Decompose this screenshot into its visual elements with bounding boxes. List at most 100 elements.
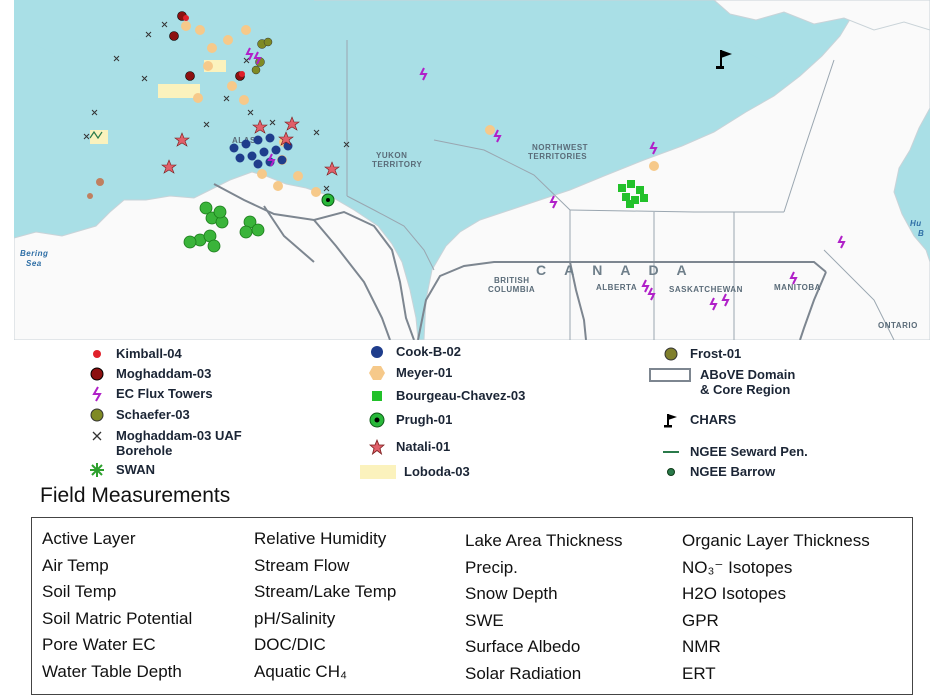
measurement-item: Aquatic CH₄: [254, 661, 347, 681]
legend-label: Frost-01: [690, 346, 742, 361]
label-ontario: ONTARIO: [878, 321, 918, 330]
label-manitoba: MANITOBA: [774, 283, 821, 292]
measurement-item: SWE: [465, 610, 504, 630]
measurement-item: Stream/Lake Temp: [254, 582, 397, 601]
legend-ngee-seward: NGEE Seward Pen.: [660, 444, 808, 462]
red-dot-icon: [86, 346, 108, 362]
bourgeau-sites: [618, 180, 648, 208]
uaf-borehole-sites: [83, 21, 350, 192]
measurement-item: Water Table Depth: [42, 661, 182, 681]
legend-uaf-borehole: Moghaddam-03 UAF Borehole: [86, 428, 242, 462]
label-alberta: ALBERTA: [596, 283, 637, 292]
legend-label: Meyer-01: [396, 365, 453, 380]
label-nwt: NORTHWEST TERRITORIES: [528, 143, 588, 161]
measurement-item: Soil Matric Potential: [42, 608, 193, 628]
measurement-item: Relative Humidity: [254, 529, 387, 548]
field-measurements-box: Active Layer Air Temp Soil Temp Soil Mat…: [31, 517, 913, 695]
legend-label: EC Flux Towers: [116, 386, 213, 401]
label-saskatchewan: SASKATCHEWAN: [669, 285, 743, 294]
green-line-icon: [660, 444, 682, 460]
kimball-sites: [183, 15, 245, 77]
political-borders: [346, 40, 895, 340]
measurement-item: Solar Radiation: [465, 663, 582, 683]
x-mark-icon: [86, 428, 108, 444]
label-hudson-bay: Hu B: [910, 219, 924, 238]
legend-label: CHARS: [690, 412, 737, 427]
measurement-item: pH/Salinity: [254, 608, 336, 628]
legend-kimball: Kimball-04: [86, 346, 182, 364]
legend-ngee-barrow: NGEE Barrow: [660, 464, 775, 482]
legend-label: Moghaddam-03: [116, 366, 212, 381]
ec-flux-sites: [245, 47, 846, 311]
measurement-item: NO₃⁻ Isotopes: [682, 557, 793, 577]
legend-meyer: Meyer-01: [366, 365, 452, 383]
label-bc: BRITISH COLUMBIA: [488, 276, 535, 294]
coast-inlet: [574, 26, 804, 80]
measurement-item: Snow Depth: [465, 584, 558, 603]
legend-bourgeau: Bourgeau-Chavez-03: [366, 388, 525, 406]
measurement-item: ERT: [682, 663, 716, 683]
green-target-icon: [366, 412, 388, 428]
legend-label: NGEE Barrow: [690, 464, 776, 479]
measurement-item: Organic Layer Thickness: [682, 531, 870, 550]
legend-natali: Natali-01: [366, 439, 450, 457]
measurement-item: H2O Isotopes: [682, 584, 786, 603]
label-canada: CANADA: [536, 262, 705, 278]
flag-icon: [660, 412, 682, 428]
legend-above-domain: ABoVE Domain & Core Region: [648, 367, 795, 401]
legend-label: Natali-01: [396, 439, 451, 454]
label-bering-sea: Bering Sea: [20, 249, 48, 268]
meyer-sites: [181, 21, 659, 197]
above-domain-boundary: [213, 183, 827, 340]
measurement-item: DOC/DIC: [254, 635, 326, 654]
legend-moghaddam: Moghaddam-03: [86, 366, 211, 384]
prugh-site: [321, 193, 335, 207]
measurement-item: Surface Albedo: [465, 637, 581, 656]
measurements-column-2: Relative Humidity Stream Flow Stream/Lak…: [254, 526, 396, 685]
legend-label: Cook-B-02: [396, 344, 462, 359]
measurement-item: Pore Water EC: [42, 635, 156, 654]
legend-frost: Frost-01: [660, 346, 741, 364]
blue-circle-icon: [366, 344, 388, 360]
measurement-item: GPR: [682, 610, 719, 630]
green-dot-icon: [660, 464, 682, 480]
arctic-islands: [574, 0, 930, 31]
legend-label: Loboda-03: [404, 464, 470, 479]
legend-label: NGEE Seward Pen.: [690, 444, 808, 459]
olive-circle-icon: [86, 407, 108, 423]
field-measurements-title: Field Measurements: [40, 484, 231, 507]
measurements-column-1: Active Layer Air Temp Soil Temp Soil Mat…: [42, 526, 192, 685]
legend-label: Bourgeau-Chavez-03: [396, 388, 526, 403]
measurement-item: Active Layer: [42, 529, 136, 548]
legend-cook: Cook-B-02: [366, 344, 461, 362]
legend-schaefer: Schaefer-03: [86, 407, 190, 425]
lightning-icon: [86, 386, 108, 402]
olive-circle-icon: [660, 346, 682, 362]
legend-swan: SWAN: [86, 462, 155, 480]
measurement-item: Air Temp: [42, 555, 109, 575]
star-icon: [366, 439, 388, 455]
ngee-seward-site: [89, 130, 103, 140]
green-square-icon: [366, 388, 388, 404]
legend-ec-flux: EC Flux Towers: [86, 386, 213, 404]
moghaddam-sites: [169, 11, 245, 81]
swan-sites: [183, 201, 265, 253]
legend-label: Kimball-04: [116, 346, 182, 361]
legend-label: Schaefer-03: [116, 407, 190, 422]
measurement-item: Soil Temp: [42, 582, 117, 601]
measurement-item: Lake Area Thickness: [465, 531, 623, 550]
map-legend: Kimball-04 Moghaddam-03 EC Flux Towers S…: [0, 340, 938, 485]
legend-label: SWAN: [116, 462, 155, 477]
legend-label: Moghaddam-03 UAF Borehole: [116, 428, 242, 458]
coastal-brown-sites: [87, 178, 104, 199]
legend-label: Prugh-01: [396, 412, 453, 427]
measurements-column-4: Organic Layer Thickness NO₃⁻ Isotopes H2…: [682, 528, 870, 687]
label-yukon: YUKON TERRITORY: [372, 151, 422, 169]
measurement-item: NMR: [682, 637, 721, 656]
measurement-item: Precip.: [465, 557, 518, 577]
measurement-item: Stream Flow: [254, 555, 350, 575]
measurements-column-3: Lake Area Thickness Precip. Snow Depth S…: [465, 528, 623, 687]
chars-site: [716, 50, 732, 69]
